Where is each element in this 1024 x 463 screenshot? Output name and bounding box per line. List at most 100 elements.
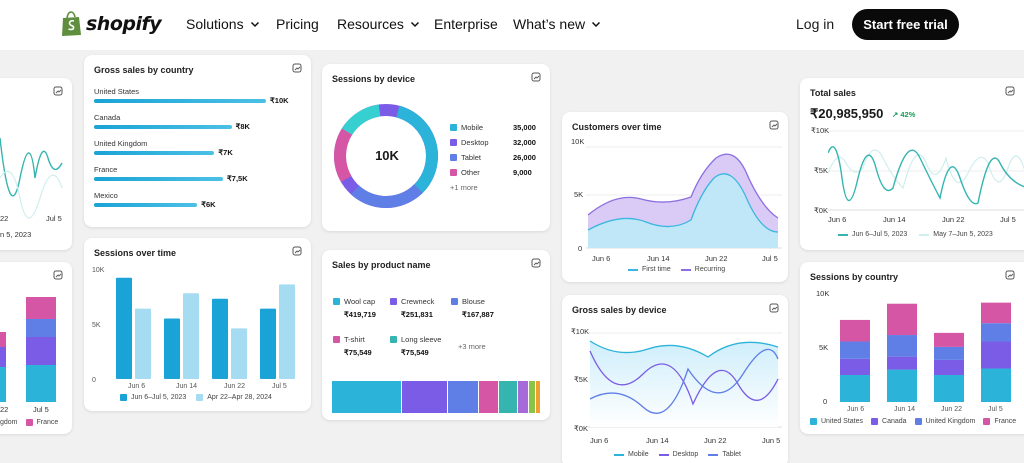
partial-bar-card: 22 Jul 5 gdom France (0, 262, 72, 434)
partial-axis-label: Jul 5 (33, 405, 49, 414)
customers-over-time-card: Customers over time 10K 5K 0 Jun 6 Jun 1… (562, 112, 788, 282)
partial-legend-text: gdom (0, 419, 18, 426)
customers-area-chart (586, 146, 782, 249)
bar (260, 308, 276, 379)
start-free-trial-button[interactable]: Start free trial (852, 9, 959, 40)
legend-label: Tablet (722, 451, 741, 458)
legend-label: Desktop (672, 451, 699, 458)
legend-swatch (450, 139, 457, 146)
more-link[interactable]: +3 more (458, 342, 486, 351)
nav-solutions-label: Solutions (186, 16, 244, 32)
stacked-segment (934, 346, 964, 360)
device-value: 32,000 (513, 138, 536, 147)
legend-label: Jun 6–Jul 5, 2023 (131, 394, 187, 401)
stacked-segment (840, 319, 870, 342)
insights-icon[interactable] (1005, 86, 1016, 97)
product-label: Blouse (462, 297, 485, 306)
x-tick: Jul 5 (762, 254, 778, 263)
insights-icon[interactable] (292, 63, 303, 74)
legend-swatch (390, 336, 397, 343)
insights-icon[interactable] (769, 120, 780, 131)
legend-label: Recurring (694, 266, 726, 273)
x-tick: Jun 14 (176, 383, 197, 390)
country-bar (94, 177, 223, 181)
chevron-down-icon (410, 21, 419, 28)
card-title: Gross sales by country (94, 65, 194, 75)
x-tick: Jun 14 (647, 254, 670, 263)
stacked-segment (981, 323, 1011, 342)
stacked-segment (934, 359, 964, 375)
country-label: France (94, 165, 118, 174)
product-value: ₹251,831 (401, 310, 433, 319)
nav-pricing[interactable]: Pricing (276, 16, 319, 32)
more-link[interactable]: +1 more (450, 183, 478, 192)
x-tick: Jun 6 (828, 215, 847, 224)
x-tick: Jun 22 (224, 383, 245, 390)
y-tick: 10K (816, 289, 830, 298)
chart-legend: Mobile Desktop Tablet (614, 451, 741, 458)
product-value: ₹75,549 (401, 348, 429, 357)
legend-swatch (333, 298, 340, 305)
y-tick: 0 (92, 377, 96, 384)
stacked-segment (934, 375, 964, 402)
chart-legend: United States Canada United Kingdom Fran… (810, 418, 1016, 425)
nav-whats-new[interactable]: What’s new (513, 16, 601, 32)
device-line-chart (588, 332, 782, 428)
nav-solutions[interactable]: Solutions (186, 16, 260, 32)
stacked-segment (981, 368, 1011, 402)
x-tick: Jun 22 (705, 254, 728, 263)
legend-label: First time (642, 266, 671, 273)
legend-swatch (450, 154, 457, 161)
nav-resources[interactable]: Resources (337, 16, 420, 32)
change-badge: ↗ 42% (892, 110, 916, 119)
bar (231, 328, 247, 379)
stacked-segment (887, 356, 917, 370)
chevron-down-icon (250, 21, 259, 28)
partial-legend-text: n 5, 2023 (0, 230, 32, 239)
insights-icon[interactable] (769, 303, 780, 314)
product-value: ₹167,887 (462, 310, 494, 319)
legend-swatch (450, 169, 457, 176)
card-title: Sessions over time (94, 248, 177, 258)
nav-enterprise[interactable]: Enterprise (434, 16, 498, 32)
partial-stacked-chart (0, 297, 56, 402)
bar (164, 318, 180, 379)
y-tick: ₹0K (814, 206, 828, 215)
country-bar (94, 125, 232, 129)
legend-label: United Kingdom (925, 418, 976, 425)
insights-icon[interactable] (292, 246, 303, 257)
legend-label: France (994, 418, 1017, 425)
shopify-logo[interactable]: shopify (60, 11, 162, 36)
y-tick: ₹10K (811, 126, 830, 135)
product-value: ₹75,549 (344, 348, 372, 357)
legend-label: Canada (882, 418, 907, 425)
product-stacked-bar (332, 381, 541, 413)
chart-legend: Jun 6–Jul 5, 2023 Apr 22–Apr 28, 2024 (120, 394, 272, 401)
product-label: T-shirt (344, 335, 365, 344)
y-tick: ₹10K (571, 327, 590, 336)
insights-icon[interactable] (531, 72, 542, 83)
insights-icon[interactable] (53, 86, 64, 97)
sales-by-product-card: Sales by product name +3 more Wool cap ₹4… (322, 250, 550, 420)
x-tick: Jun 22 (941, 406, 962, 413)
y-tick: ₹5K (814, 166, 828, 175)
legend-label: Apr 22–Apr 28, 2024 (207, 394, 272, 401)
x-tick: Jul 5 (988, 406, 1003, 413)
device-label: Other (461, 168, 480, 177)
x-tick: Jun 14 (883, 215, 906, 224)
card-title: Gross sales by device (572, 305, 667, 315)
card-title: Sales by product name (332, 260, 431, 270)
country-bar (94, 203, 198, 207)
legend-label: United States (821, 418, 864, 425)
insights-icon[interactable] (53, 270, 64, 281)
login-link[interactable]: Log in (796, 16, 835, 32)
sessions-by-country-card: Sessions by country 10K 5K 0 Jun 6 Jun 14… (800, 262, 1024, 434)
top-nav: shopify Solutions Pricing Resources Ente… (0, 0, 1024, 50)
insights-icon[interactable] (1005, 270, 1016, 281)
insights-icon[interactable] (531, 258, 542, 269)
partial-axis-label: 22 (0, 214, 9, 223)
nav-whats-new-label: What’s new (513, 16, 586, 32)
country-value: ₹7,5K (227, 174, 248, 183)
product-label: Long sleeve (401, 335, 442, 344)
card-title: Sessions by device (332, 74, 416, 84)
